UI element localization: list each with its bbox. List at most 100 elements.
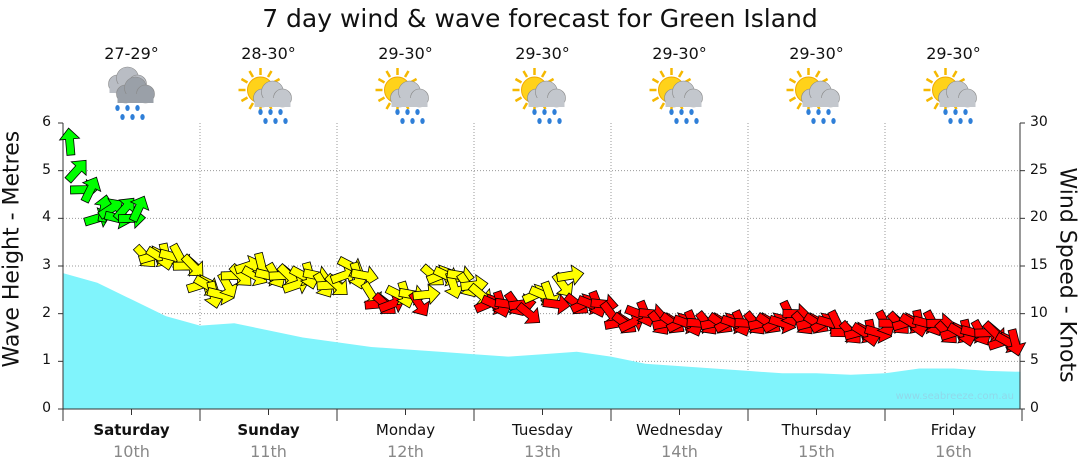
wind-arrow-shape — [324, 272, 348, 296]
left-tick-label: 2 — [42, 304, 51, 321]
sun-ray — [240, 96, 249, 103]
sun-ray — [651, 96, 660, 103]
raindrop — [400, 118, 405, 124]
cloud-base — [665, 98, 702, 107]
wind-arrow-shape — [64, 159, 87, 184]
day-date: 12th — [387, 442, 424, 461]
sun-ray — [540, 70, 547, 78]
right-tick-label: 0 — [1030, 400, 1039, 416]
day-temperature: 28-30° — [241, 44, 296, 63]
raindrop — [694, 118, 699, 124]
sun-shower-icon — [649, 68, 703, 124]
sun-ray — [240, 77, 249, 84]
wind-arrow — [128, 195, 150, 223]
left-axis-label: Wave Height - Metres — [0, 130, 25, 368]
day-temperature: 29-30° — [515, 44, 570, 63]
wind-arrow — [350, 265, 379, 287]
day-name: Monday — [375, 421, 436, 439]
chart-title: 7 day wind & wave forecast for Green Isl… — [262, 4, 818, 33]
left-tick-label: 6 — [42, 114, 51, 130]
day-name: Sunday — [237, 421, 300, 439]
cloud-base — [802, 98, 839, 107]
raindrop — [552, 109, 557, 115]
sun-ray — [677, 70, 684, 78]
wind-arrow — [324, 272, 348, 296]
day-temperature: 29-30° — [378, 44, 433, 63]
wind-arrow-shape — [80, 176, 102, 204]
sun-ray — [248, 102, 255, 110]
sun-ray — [385, 70, 392, 78]
wind-arrow-shape — [515, 301, 541, 324]
raindrop — [831, 118, 836, 124]
raindrop — [125, 105, 130, 111]
watermark: www.seabreeze.com.au — [895, 391, 1014, 402]
raindrop — [278, 109, 283, 115]
wind-arrow-shape — [412, 283, 441, 306]
sun-ray — [659, 70, 666, 78]
right-tick-label: 20 — [1030, 209, 1048, 226]
raindrop — [821, 118, 826, 124]
raindrop — [953, 109, 958, 115]
sun-ray — [651, 77, 660, 84]
sun-ray — [403, 70, 410, 78]
right-tick-label: 30 — [1030, 114, 1048, 130]
day-date: 16th — [935, 442, 972, 461]
wind-arrow-shape — [58, 127, 81, 156]
day-temperature: 29-30° — [652, 44, 707, 63]
wind-arrow — [412, 283, 441, 306]
wind-arrow-shape — [128, 195, 150, 223]
sun-ray — [796, 70, 803, 78]
day-date: 10th — [113, 442, 150, 461]
raindrop — [958, 118, 963, 124]
wind-arrow-shape — [542, 293, 571, 316]
sun-ray — [514, 77, 523, 84]
wind-arrow — [1005, 328, 1027, 357]
raindrop — [811, 118, 816, 124]
wind-arrow-shape — [1005, 328, 1027, 357]
day-temperature: 27-29° — [104, 44, 159, 63]
sun-ray — [925, 77, 934, 84]
raindrop — [674, 118, 679, 124]
wind-arrow — [80, 176, 102, 204]
rain-cloud-icon — [108, 66, 155, 120]
raindrop — [273, 118, 278, 124]
day-temperature: 29-30° — [926, 44, 981, 63]
raindrop — [532, 109, 537, 115]
raindrop — [679, 109, 684, 115]
sun-ray — [933, 70, 940, 78]
sun-ray — [951, 70, 958, 78]
day-name: Wednesday — [636, 421, 723, 439]
raindrop — [963, 109, 968, 115]
sun-ray — [814, 70, 821, 78]
sun-shower-icon — [923, 68, 977, 124]
raindrop — [140, 114, 145, 120]
sun-ray — [377, 77, 386, 84]
wind-arrow-shape — [555, 264, 585, 286]
sun-ray — [522, 70, 529, 78]
raindrop — [420, 118, 425, 124]
raindrop — [684, 118, 689, 124]
raindrop — [968, 118, 973, 124]
wind-arrow — [180, 253, 204, 277]
sun-shower-icon — [512, 68, 566, 124]
sun-ray — [925, 96, 934, 103]
sun-ray — [385, 102, 392, 110]
day-date: 13th — [524, 442, 561, 461]
sun-shower-icon — [238, 68, 292, 124]
raindrop — [537, 118, 542, 124]
day-name: Thursday — [781, 421, 852, 439]
sun-shower-icon — [375, 68, 429, 124]
sun-ray — [266, 70, 273, 78]
day-date: 15th — [798, 442, 835, 461]
day-name: Tuesday — [511, 421, 574, 439]
sun-ray — [659, 102, 666, 110]
raindrop — [283, 118, 288, 124]
right-tick-label: 15 — [1030, 257, 1048, 273]
sun-ray — [522, 102, 529, 110]
raindrop — [115, 105, 120, 111]
sun-ray — [788, 77, 797, 84]
wind-arrow-shape — [350, 265, 379, 287]
raindrop — [948, 118, 953, 124]
raindrop — [806, 109, 811, 115]
sun-ray — [933, 102, 940, 110]
